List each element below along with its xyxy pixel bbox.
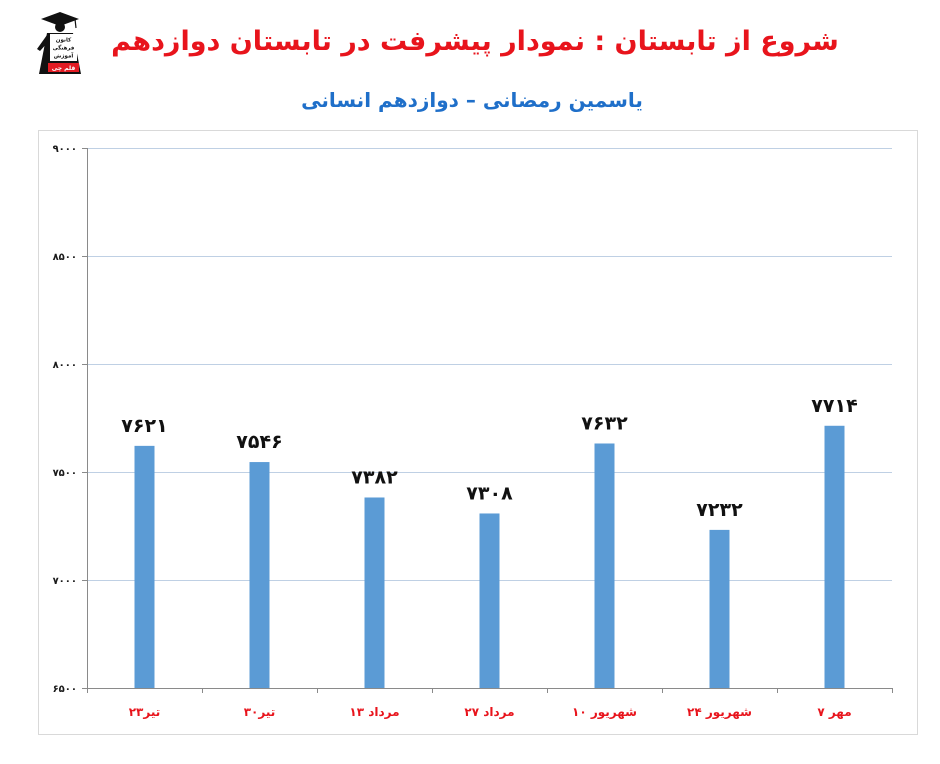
bar-5 [594,443,615,688]
value-label-1: ۷۶۲۱ [121,415,167,437]
y-tick-label-7500: ۷۵۰۰ [53,468,77,479]
category-label-5: ۱۰ شهریور [572,705,637,720]
graduate-head [55,22,65,32]
bar-1 [134,445,155,688]
logo-badge [48,63,79,72]
x-axis: ۲۳تیر ۳۰تیر ۱۳ مرداد ۲۷ مرداد ۱۰ شهریور ۲۴ شه… [87,688,893,720]
category-label-4: ۲۷ مرداد [464,705,514,719]
y-tick-label-8500: ۸۵۰۰ [53,252,77,263]
gridlines [87,148,892,581]
value-label-5: ۷۶۳۲ [581,412,628,434]
kanoon-logo: کانون فرهنگی آموزش قلم چی [35,11,85,74]
bar-3 [364,497,385,688]
logo-panel [50,34,77,61]
graduation-cap-icon [41,12,79,26]
page-subtitle: یاسمین رمضانی – دوازدهم انسانی [301,88,643,112]
y-tick-label-8000: ۸۰۰۰ [53,360,77,371]
value-labels: ۷۶۲۱ ۷۵۴۶ ۷۳۸۲ ۷۳۰۸ ۷۶۳۲ ۷۲۳۲ ۷۷۱۴ [121,395,857,521]
category-label-7: ۷ مهر [817,705,851,719]
category-label-3: ۱۳ مرداد [349,705,399,719]
value-label-2: ۷۵۴۶ [236,431,282,453]
bar-4 [479,513,500,688]
value-label-3: ۷۳۸۲ [351,466,398,488]
logo-badge-text: قلم چی [52,65,76,72]
logo-text-line-1: کانون [56,37,72,44]
bar-7 [824,425,845,688]
bars [134,425,845,688]
y-tick-label-9000: ۹۰۰۰ [53,144,77,155]
y-tick-label-7000: ۷۰۰۰ [53,576,77,587]
value-label-7: ۷۷۱۴ [811,395,857,417]
category-label-6: ۲۴ شهریور [687,705,752,720]
bar-2 [249,462,270,688]
category-label-1: ۲۳تیر [129,705,161,719]
category-label-2: ۳۰تیر [244,705,276,719]
logo-text-line-2: فرهنگی [53,45,75,52]
logo-graphic: کانون فرهنگی آموزش قلم چی [37,12,81,74]
bar-6 [709,529,730,688]
logo-text-line-3: آموزش [54,52,74,60]
y-axis: ۶۵۰۰ ۷۰۰۰ ۷۵۰۰ ۸۰۰۰ ۸۵۰۰ ۹۰۰۰ [53,144,88,695]
value-label-6: ۷۲۳۲ [696,499,743,521]
y-tick-label-6500: ۶۵۰۰ [53,684,77,695]
page-title: شروع از تابستان : نمودار پیشرفت در تابست… [111,26,839,57]
chart-frame [38,130,918,735]
graduate-arm [37,35,49,51]
cap-tassel [74,18,77,29]
value-label-4: ۷۳۰۸ [466,482,513,504]
